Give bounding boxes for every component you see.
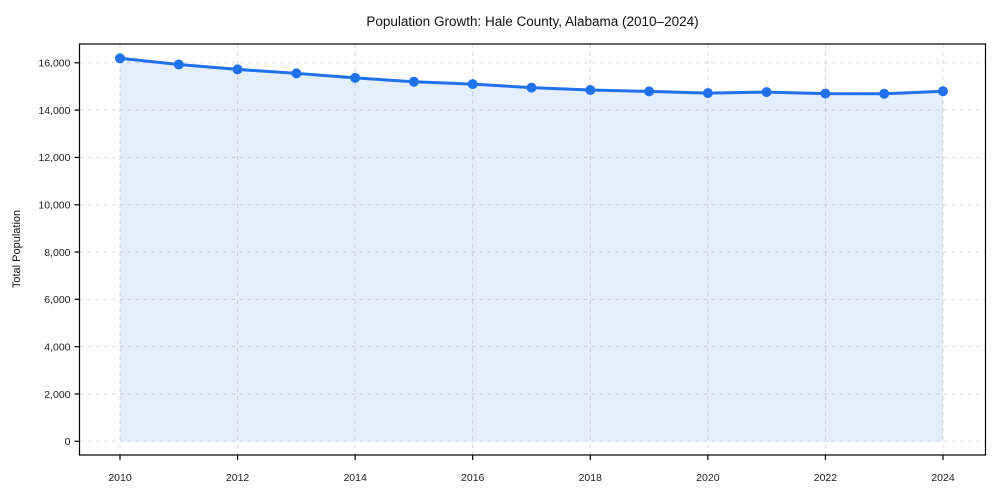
y-tick-label: 2,000 <box>44 389 70 401</box>
chart-title: Population Growth: Hale County, Alabama … <box>366 14 698 29</box>
x-tick-label: 2012 <box>226 472 250 484</box>
x-tick-label: 2022 <box>814 472 838 484</box>
data-point-2023 <box>879 88 890 99</box>
data-point-2024 <box>938 86 948 97</box>
data-point-2011 <box>173 59 184 70</box>
data-point-2021 <box>761 87 772 98</box>
x-tick-label: 2024 <box>931 472 955 484</box>
x-tick-label: 2018 <box>579 472 603 484</box>
y-tick-label: 0 <box>65 436 71 448</box>
y-tick-label: 14,000 <box>38 105 70 117</box>
data-point-2013 <box>291 68 302 79</box>
data-point-2019 <box>644 86 655 97</box>
data-point-2018 <box>585 85 596 95</box>
data-point-2010 <box>115 53 125 64</box>
data-point-2012 <box>232 64 243 75</box>
plot-border <box>78 43 987 456</box>
plot-area: 0 2,000 4,000 6,000 8,000 10,000 12,000 14,000 1… <box>38 43 987 484</box>
data-point-2022 <box>820 88 831 99</box>
y-tick-label: 16,000 <box>38 58 70 70</box>
y-tick-label: 10,000 <box>38 200 70 212</box>
data-point-2016 <box>467 79 478 90</box>
data-point-2014 <box>350 72 361 83</box>
data-point-2017 <box>526 82 537 93</box>
y-tick-label: 8,000 <box>44 247 70 259</box>
y-tick-label: 12,000 <box>38 152 70 164</box>
data-point-2020 <box>702 88 713 99</box>
y-tick-label: 6,000 <box>44 294 70 306</box>
y-tick-label: 4,000 <box>44 341 70 353</box>
data-point-2015 <box>408 76 419 87</box>
series-area-fill <box>120 58 943 442</box>
x-tick-label: 2010 <box>108 472 132 484</box>
x-tick-label: 2020 <box>696 472 720 484</box>
x-tick-label: 2016 <box>461 472 485 484</box>
y-axis-label: Total Population <box>11 210 23 288</box>
x-tick-label: 2014 <box>343 472 367 484</box>
